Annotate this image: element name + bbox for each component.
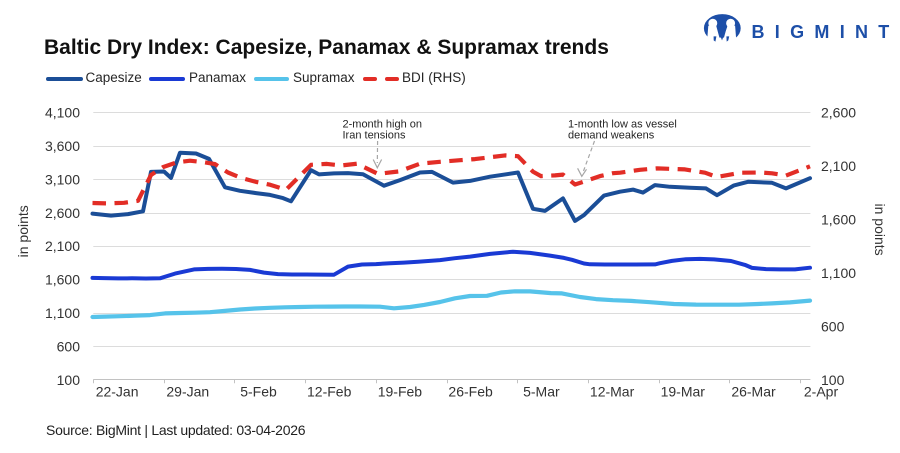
svg-text:in points: in points <box>15 205 31 257</box>
svg-text:2,600: 2,600 <box>821 105 856 121</box>
svg-text:5-Feb: 5-Feb <box>240 384 277 400</box>
svg-text:22-Jan: 22-Jan <box>96 384 139 400</box>
svg-text:600: 600 <box>57 338 81 354</box>
svg-text:100: 100 <box>57 372 81 388</box>
svg-text:19-Mar: 19-Mar <box>661 384 706 400</box>
svg-text:1-month low as vessel: 1-month low as vessel <box>568 118 677 130</box>
svg-text:12-Feb: 12-Feb <box>307 384 352 400</box>
svg-text:5-Mar: 5-Mar <box>523 384 560 400</box>
svg-text:2,600: 2,600 <box>45 205 80 221</box>
svg-text:in points: in points <box>872 204 888 256</box>
svg-text:1,600: 1,600 <box>45 272 80 288</box>
svg-text:2,100: 2,100 <box>45 238 80 254</box>
svg-text:2,100: 2,100 <box>821 158 856 174</box>
svg-text:600: 600 <box>821 318 845 334</box>
svg-text:demand weakens: demand weakens <box>568 130 655 142</box>
svg-text:100: 100 <box>821 372 845 388</box>
svg-text:1,600: 1,600 <box>821 212 856 228</box>
svg-text:1,100: 1,100 <box>45 305 80 321</box>
svg-text:3,600: 3,600 <box>45 138 80 154</box>
svg-text:26-Feb: 26-Feb <box>448 384 493 400</box>
svg-text:19-Feb: 19-Feb <box>378 384 423 400</box>
svg-text:3,100: 3,100 <box>45 171 80 187</box>
svg-text:2-month high on: 2-month high on <box>343 118 423 130</box>
svg-text:2-Apr: 2-Apr <box>804 384 839 400</box>
svg-text:26-Mar: 26-Mar <box>731 384 776 400</box>
svg-text:29-Jan: 29-Jan <box>166 384 209 400</box>
svg-text:4,100: 4,100 <box>45 105 80 121</box>
svg-text:1,100: 1,100 <box>821 265 856 281</box>
svg-text:12-Mar: 12-Mar <box>590 384 635 400</box>
svg-text:Iran tensions: Iran tensions <box>343 130 406 142</box>
